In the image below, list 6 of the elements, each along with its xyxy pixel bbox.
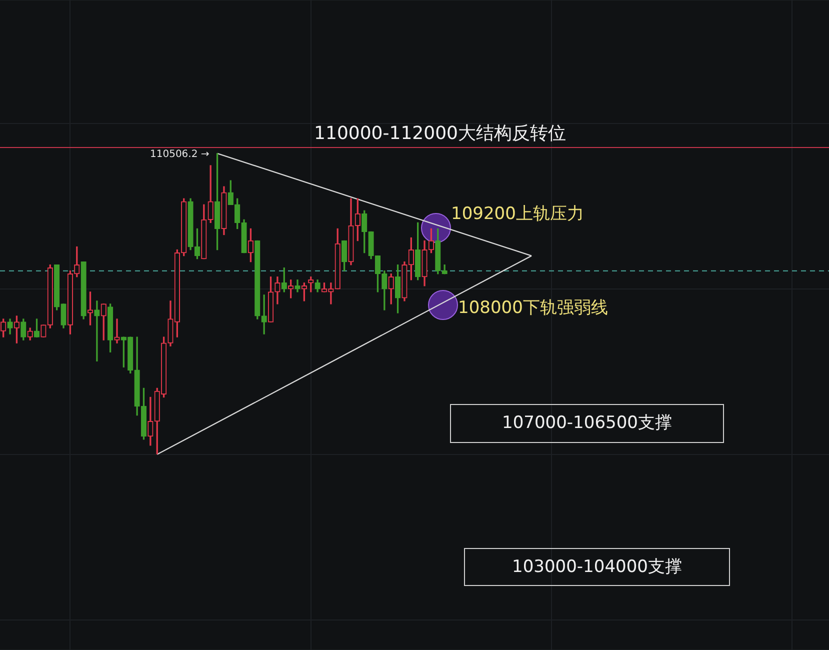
annotation: 109200上轨压力 (451, 204, 584, 224)
text: 103000-104000支撑 (464, 548, 730, 586)
ref-line-label: 110000-112000大结构反转位 (314, 123, 566, 144)
annotation: 107000-106500支撑 (450, 404, 724, 443)
annotation: 108000下轨强弱线 (458, 298, 608, 318)
annotation: 110506.2 → (150, 149, 210, 161)
